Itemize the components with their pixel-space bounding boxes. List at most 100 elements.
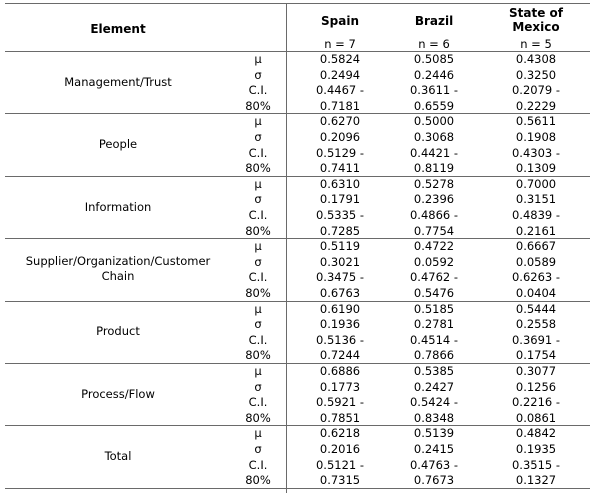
cell-value: 0.6667 [515,239,557,254]
cell-value: 0.2558 [515,317,557,332]
cell-value: 0.8119 [413,161,455,176]
cell-value: 0.5085 [413,52,455,66]
cell-value: 0.3151 [515,192,557,207]
cell-value: 0.7411 [319,161,361,176]
cell-value: 0.0404 [515,286,557,300]
stat-label: σ [254,67,262,82]
stat-label: C.I. [248,332,268,347]
group-rule [5,300,590,302]
cell-value: 0.4308 [515,52,557,66]
stat-label: μ [254,176,262,191]
cell-value: 0.4763 - [409,457,459,472]
cell-value: 0.4421 - [409,145,459,160]
cell-value: 0.4866 - [409,208,459,222]
stat-label: μ [254,364,262,378]
cell-value: 0.5335 - [315,208,365,222]
stat-label: σ [254,254,262,269]
cell-value: 0.2494 [319,67,361,82]
stat-label: μ [254,114,262,129]
cell-value: 0.3021 [319,254,361,269]
stat-label: C.I. [248,145,268,160]
header-column-n: n = 7 [324,37,356,51]
stat-label: C.I. [248,395,268,410]
header-column-name: State of [509,6,563,20]
stat-label: C.I. [248,457,268,472]
cell-value: 0.7673 [413,473,455,488]
cell-value: 0.7181 [319,98,361,113]
cell-value: 0.5000 [413,114,455,129]
stat-label: C.I. [248,208,268,222]
group-name: Supplier/Organization/Customer [25,254,211,269]
table-top-rule [5,3,590,4]
cell-value: 0.3077 [515,364,557,378]
cell-value: 0.0592 [413,254,455,269]
column-divider [286,3,287,493]
cell-value: 0.6559 [413,98,455,113]
cell-value: 0.6310 [319,176,361,191]
cell-value: 0.7000 [515,176,557,191]
cell-value: 0.6763 [319,286,361,300]
cell-value: 0.2016 [319,442,361,456]
cell-value: 0.4303 - [511,145,561,160]
cell-value: 0.2427 [413,379,455,394]
cell-value: 0.7285 [319,223,361,238]
header-rule [5,51,590,52]
group-name: Chain [101,269,135,284]
header-column-name: Mexico [512,20,560,34]
stat-label: 80% [245,161,271,176]
stat-label: 80% [245,286,271,300]
stat-label: 80% [245,348,271,363]
header-column-name: Brazil [414,14,454,28]
cell-value: 0.5385 [413,364,455,378]
stat-label: σ [254,317,262,332]
cell-value: 0.2096 [319,130,361,144]
cell-value: 0.5119 [319,239,361,254]
cell-value: 0.5444 [515,301,557,316]
cell-value: 0.6886 [319,364,361,378]
stat-label: 80% [245,98,271,113]
cell-value: 0.7754 [413,223,455,238]
cell-value: 0.2216 - [511,395,561,410]
cell-value: 0.2415 [413,442,455,456]
cell-value: 0.1791 [319,192,361,207]
group-name: Process/Flow [81,386,155,401]
group-name: Total [104,449,132,464]
stat-label: μ [254,239,262,254]
cell-value: 0.7315 [319,473,361,488]
cell-value: 0.5921 - [315,395,365,410]
cell-value: 0.0589 [515,254,557,269]
group-rule [5,238,590,240]
cell-value: 0.5824 [319,52,361,66]
cell-value: 0.1327 [515,473,557,488]
cell-value: 0.5278 [413,176,455,191]
stat-label: σ [254,130,262,144]
group-name: Product [96,324,140,339]
cell-value: 0.7866 [413,348,455,363]
group-rule [5,363,590,364]
stat-label: μ [254,426,262,441]
cell-value: 0.5139 [413,426,455,441]
cell-value: 0.5136 - [315,332,365,347]
group-rule [5,175,590,177]
cell-value: 0.6263 - [511,270,561,285]
cell-value: 0.5121 - [315,457,365,472]
stat-label: σ [254,379,262,394]
cell-value: 0.6190 [319,301,361,316]
cell-value: 0.7851 [319,410,361,425]
group-name: Information [84,199,152,214]
cell-value: 0.4722 [413,239,455,254]
cell-value: 0.2079 - [511,83,561,98]
cell-value: 0.3250 [515,67,557,82]
cell-value: 0.4842 [515,426,557,441]
cell-value: 0.3475 - [315,270,365,285]
stat-label: 80% [245,473,271,488]
cell-value: 0.4467 - [315,83,365,98]
cell-value: 0.4762 - [409,270,459,285]
stat-label: μ [254,301,262,316]
group-name: People [98,137,138,152]
stat-label: 80% [245,410,271,425]
stat-label: C.I. [248,83,268,98]
cell-value: 0.5129 - [315,145,365,160]
cell-value: 0.3068 [413,130,455,144]
